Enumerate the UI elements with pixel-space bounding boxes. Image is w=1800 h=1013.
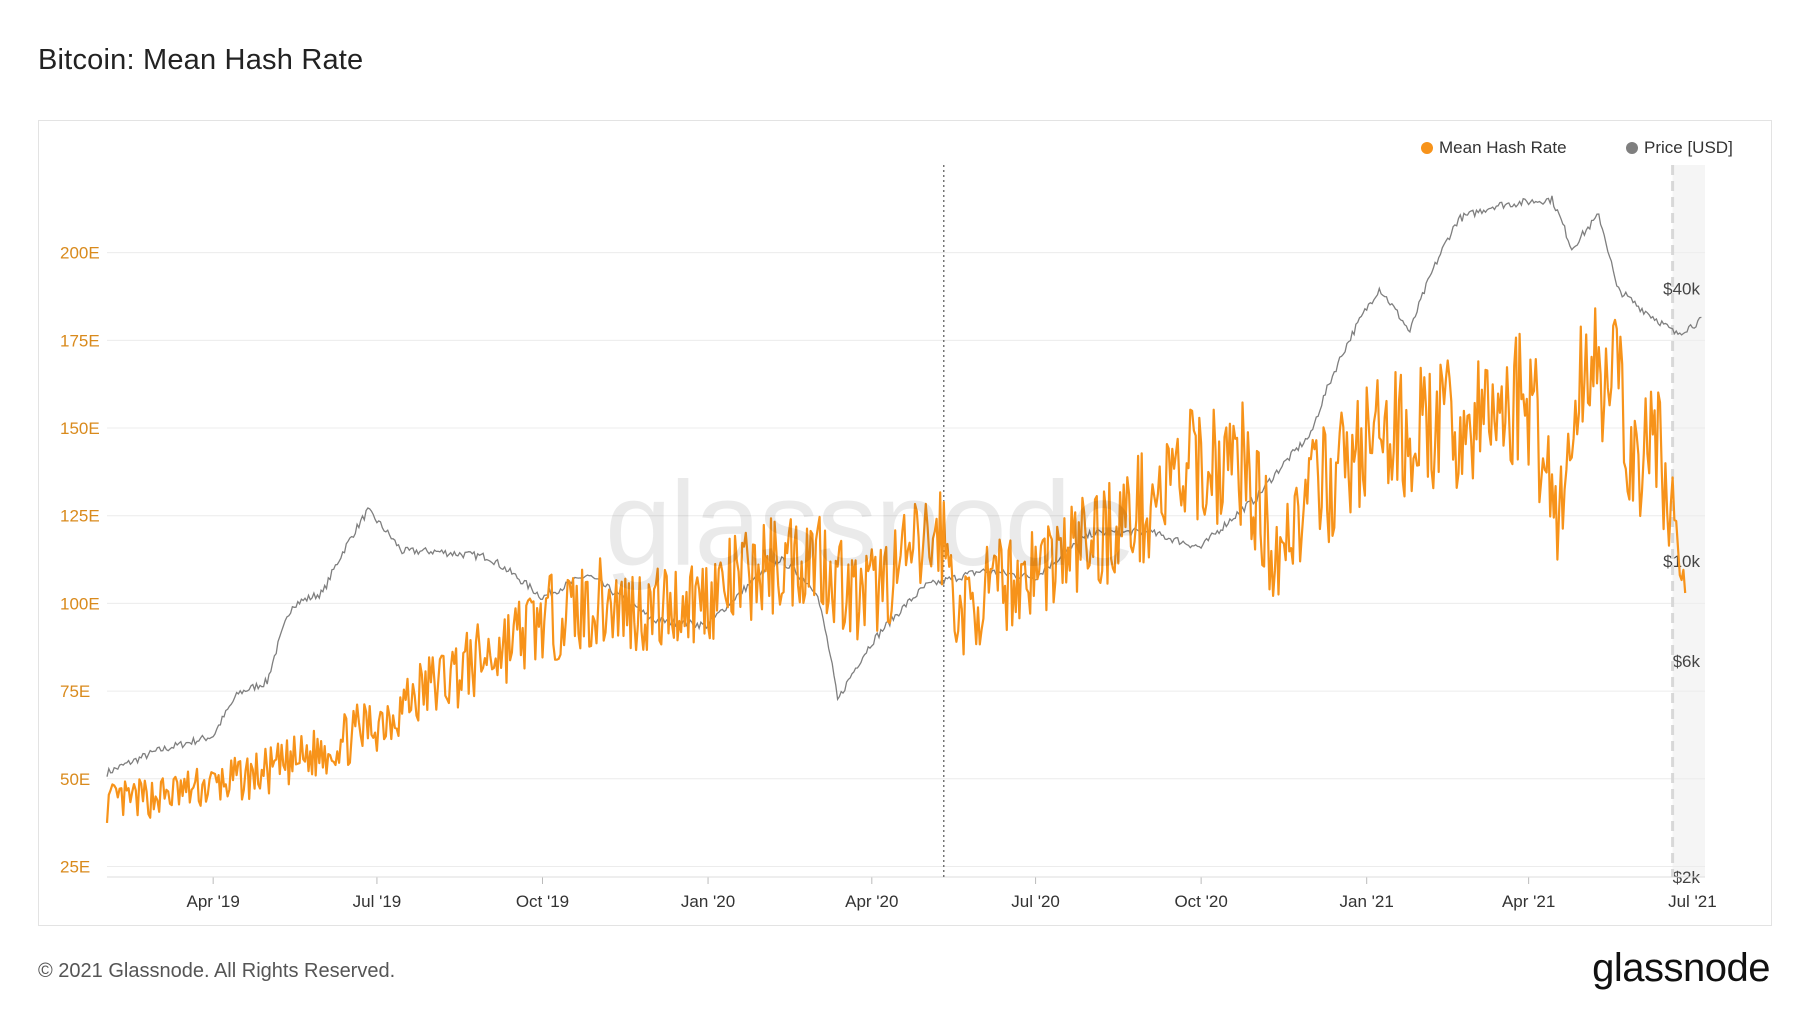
y-left-tick-label: 200E <box>60 244 100 263</box>
y-left-tick-label: 25E <box>60 857 90 876</box>
latest-data-shade <box>1672 165 1705 877</box>
x-tick-label: Jan '21 <box>1340 892 1394 911</box>
legend-dot-orange-icon <box>1421 142 1433 154</box>
legend-label-price: Price [USD] <box>1644 138 1733 157</box>
legend-item-hash-rate[interactable]: Mean Hash Rate <box>1421 138 1567 158</box>
hash-rate-series-line <box>105 307 1687 823</box>
x-tick-label: Apr '19 <box>187 892 240 911</box>
y-left-tick-label: 150E <box>60 419 100 438</box>
x-tick-label: Oct '20 <box>1174 892 1227 911</box>
legend-label-hash-rate: Mean Hash Rate <box>1439 138 1567 157</box>
x-tick-label: Jan '20 <box>681 892 735 911</box>
y-right-tick-label: $40k <box>1663 279 1700 298</box>
y-right-tick-label: $10k <box>1663 552 1700 571</box>
footer-logo[interactable]: glassnode <box>1592 946 1770 990</box>
x-tick-label: Oct '19 <box>516 892 569 911</box>
page-title: Bitcoin: Mean Hash Rate <box>38 44 364 76</box>
y-left-tick-label: 75E <box>60 682 90 701</box>
y-left-tick-label: 125E <box>60 507 100 526</box>
x-tick-label: Jul '20 <box>1011 892 1060 911</box>
x-tick-label: Jul '19 <box>353 892 402 911</box>
legend-item-price[interactable]: Price [USD] <box>1626 138 1733 158</box>
legend-dot-gray-icon <box>1626 142 1638 154</box>
y-left-tick-label: 100E <box>60 594 100 613</box>
x-tick-label: Jul '21 <box>1668 892 1717 911</box>
price-series-line <box>106 195 1702 777</box>
y-right-tick-label: $6k <box>1673 652 1701 671</box>
footer-copyright: © 2021 Glassnode. All Rights Reserved. <box>38 960 396 982</box>
x-tick-label: Apr '20 <box>845 892 898 911</box>
x-tick-label: Apr '21 <box>1502 892 1555 911</box>
y-left-tick-label: 50E <box>60 770 90 789</box>
y-left-tick-label: 175E <box>60 331 100 350</box>
